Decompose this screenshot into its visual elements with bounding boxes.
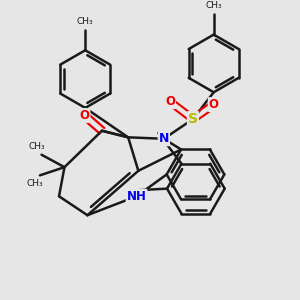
Text: CH₃: CH₃: [77, 17, 94, 26]
Text: NH: NH: [127, 190, 146, 203]
Text: CH₃: CH₃: [28, 142, 45, 152]
Text: CH₃: CH₃: [27, 179, 43, 188]
Text: O: O: [165, 95, 175, 108]
Text: O: O: [80, 109, 89, 122]
Text: CH₃: CH₃: [206, 1, 222, 10]
Text: O: O: [209, 98, 219, 111]
Text: N: N: [159, 132, 169, 145]
Text: S: S: [188, 112, 198, 126]
